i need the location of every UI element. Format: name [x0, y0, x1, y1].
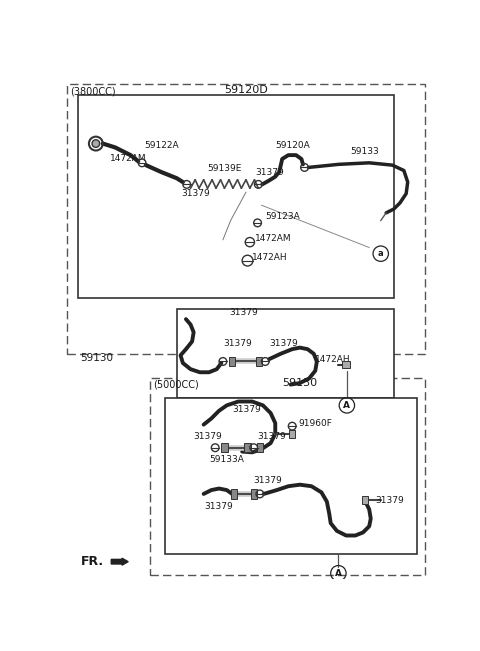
Text: 1472AH: 1472AH: [252, 253, 288, 262]
Text: 31379: 31379: [193, 432, 222, 441]
Text: 31379: 31379: [204, 502, 233, 511]
Text: 59120D: 59120D: [224, 85, 268, 94]
FancyArrow shape: [111, 558, 128, 565]
Text: 59130: 59130: [81, 353, 113, 363]
Text: 31379: 31379: [229, 309, 258, 318]
Bar: [230, 490, 237, 499]
Bar: [362, 496, 369, 504]
Text: 59133A: 59133A: [209, 455, 244, 464]
Bar: [78, 95, 394, 298]
Text: 59139E: 59139E: [207, 165, 242, 173]
Bar: [342, 361, 350, 368]
Text: 59123A: 59123A: [265, 212, 300, 221]
Bar: [251, 490, 257, 499]
Bar: [229, 357, 235, 366]
Text: (3800CC): (3800CC): [71, 86, 116, 96]
Text: A: A: [343, 401, 350, 410]
Text: 91960F: 91960F: [299, 419, 332, 428]
Text: 31379: 31379: [258, 432, 286, 441]
Text: 31379: 31379: [375, 495, 404, 505]
Circle shape: [92, 140, 100, 147]
Bar: [256, 357, 262, 366]
Bar: [257, 443, 263, 452]
Bar: [165, 398, 417, 554]
Text: 31379: 31379: [223, 339, 252, 348]
Text: 1472AM: 1472AM: [255, 234, 292, 243]
Text: A: A: [335, 569, 342, 577]
Text: 31379: 31379: [254, 476, 282, 484]
Text: 59133: 59133: [350, 146, 379, 156]
Text: (5000CC): (5000CC): [154, 380, 199, 389]
Text: 31379: 31379: [181, 189, 210, 198]
Bar: [244, 443, 251, 452]
Text: 31379: 31379: [255, 167, 284, 176]
Bar: [67, 84, 425, 353]
Text: FR.: FR.: [81, 555, 104, 568]
Bar: [289, 430, 295, 437]
Bar: [221, 443, 228, 452]
Text: 31379: 31379: [269, 339, 298, 348]
Text: 59122A: 59122A: [144, 141, 179, 150]
Text: a: a: [378, 249, 384, 258]
Text: 59130: 59130: [282, 378, 317, 388]
Bar: [177, 309, 394, 398]
Text: 1472AM: 1472AM: [110, 154, 146, 163]
Text: 31379: 31379: [232, 405, 261, 414]
Bar: [150, 378, 425, 575]
Text: 59120A: 59120A: [275, 141, 310, 150]
Text: 1472AH: 1472AH: [315, 355, 351, 364]
